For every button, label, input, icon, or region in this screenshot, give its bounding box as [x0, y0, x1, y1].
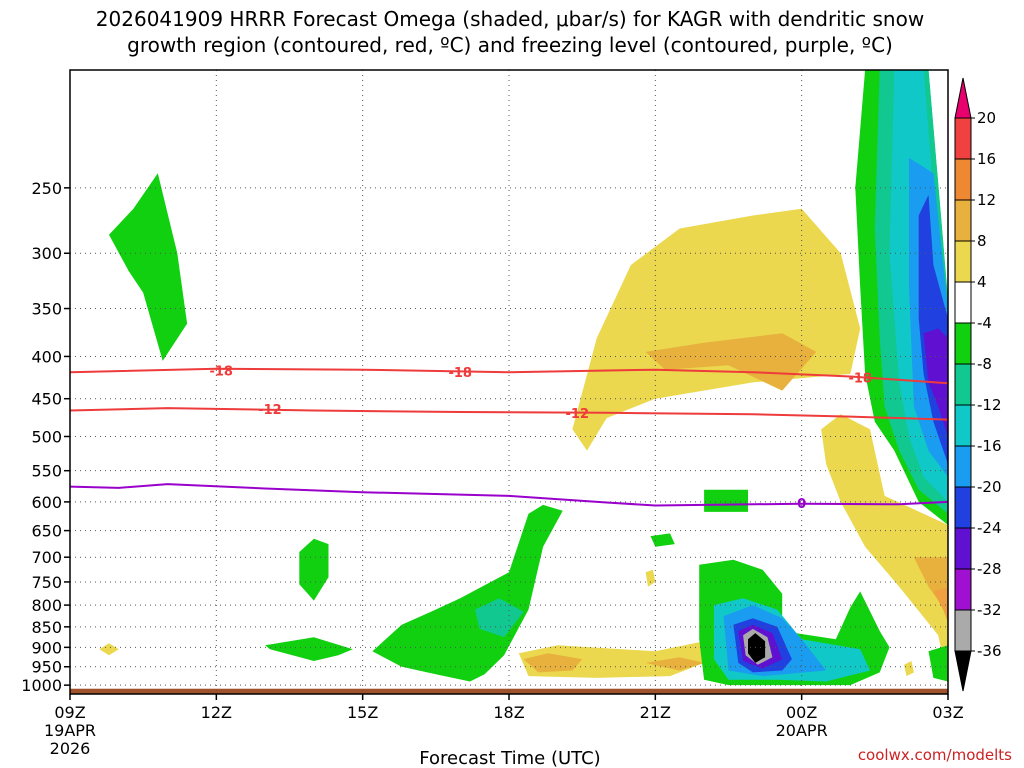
omega-region-14	[704, 489, 748, 512]
x-tick-date: 19APR	[44, 721, 96, 740]
colorbar-swatch	[954, 281, 972, 324]
colorbar-swatch	[954, 568, 972, 611]
chart-title-line2: growth region (contoured, red, ºC) and f…	[127, 33, 893, 57]
colorbar-swatch	[954, 240, 972, 283]
omega-region-0	[572, 208, 861, 451]
ground-layer	[70, 688, 948, 694]
colorbar-label: -4	[977, 314, 992, 332]
y-tick-label: 650	[31, 522, 62, 541]
y-tick-label: 750	[31, 573, 62, 592]
x-tick-label: 21Z	[640, 703, 671, 722]
y-tick-label: 900	[31, 638, 62, 657]
omega-region-7	[645, 657, 705, 671]
x-tick-label: 09Z	[54, 703, 85, 722]
y-tick-label: 550	[31, 462, 62, 481]
contour-label: -18	[209, 365, 233, 380]
x-tick-date: 20APR	[776, 721, 828, 740]
y-tick-label: 800	[31, 596, 62, 615]
colorbar-swatch	[954, 199, 972, 242]
contour-lines	[69, 367, 949, 507]
contour-label: -18	[448, 366, 472, 381]
y-tick-label: 500	[31, 427, 62, 446]
omega-region-29	[645, 569, 656, 587]
omega-region-6	[523, 653, 583, 673]
colorbar-label: -20	[977, 478, 1002, 496]
omega-region-28	[928, 645, 948, 682]
colorbar-bottom-arrow	[954, 650, 972, 692]
y-tick-label: 700	[31, 548, 62, 567]
y-tick-label: 300	[31, 244, 62, 263]
colorbar-swatch	[954, 486, 972, 529]
omega-region-12	[474, 598, 524, 638]
colorbar-label: 16	[977, 150, 996, 168]
y-tick-label: 250	[31, 179, 62, 198]
colorbar-label: -32	[977, 601, 1002, 619]
colorbar-swatch	[954, 322, 972, 365]
contour-line--12	[69, 407, 949, 421]
contour-line--18	[69, 367, 949, 385]
x-tick-label: 12Z	[201, 703, 232, 722]
contour-labels: -18 -18 -18 -12 -12 0	[209, 365, 872, 513]
contour-line-0	[69, 483, 949, 507]
x-tick-label: 18Z	[493, 703, 524, 722]
omega-region-8	[109, 173, 188, 361]
x-tick-label: 15Z	[347, 703, 378, 722]
colorbar-label: 8	[977, 232, 987, 250]
y-tick-label: 400	[31, 347, 62, 366]
colorbar-swatch	[954, 404, 972, 447]
y-tick-label: 850	[31, 618, 62, 637]
colorbar-swatch	[954, 363, 972, 406]
y-tick-label: 1000	[21, 676, 62, 695]
y-tick-label: 450	[31, 390, 62, 409]
omega-region-9	[299, 538, 329, 601]
y-axis-ticks: 2503003504004505005506006507007508008509…	[21, 179, 70, 695]
colorbar-swatch	[954, 527, 972, 570]
y-tick-label: 600	[31, 493, 62, 512]
omega-region-30	[99, 643, 119, 656]
colorbar-label: -24	[977, 519, 1002, 537]
grid-lines	[70, 70, 948, 694]
contour-label: -12	[258, 403, 282, 418]
colorbar-swatch	[954, 609, 972, 652]
colorbar: 20 16 12 8 4 -4 -8 -12 -16 -20 -24 -28 -32 -36	[954, 77, 1002, 692]
omega-region-31	[904, 661, 914, 677]
omega-region-21	[748, 633, 766, 663]
colorbar-swatch	[954, 158, 972, 201]
contour-label: -18	[848, 371, 872, 386]
colorbar-label: -36	[977, 642, 1002, 660]
colorbar-label: 12	[977, 191, 996, 209]
ground-bar	[70, 688, 948, 694]
x-tick-label: 03Z	[932, 703, 963, 722]
colorbar-label: -28	[977, 560, 1002, 578]
colorbar-label: -16	[977, 437, 1002, 455]
colorbar-label: 20	[977, 109, 996, 127]
omega-region-10	[265, 637, 353, 661]
contour-label: -12	[566, 407, 590, 422]
colorbar-label: -12	[977, 396, 1002, 414]
credit-link[interactable]: coolwx.com/modelts	[858, 746, 1012, 764]
colorbar-label: 4	[977, 273, 987, 291]
omega-region-13	[650, 533, 675, 547]
omega-region-2	[821, 414, 948, 682]
colorbar-swatch	[954, 445, 972, 488]
y-tick-label: 950	[31, 658, 62, 677]
chart-title-line1: 2026041909 HRRR Forecast Omega (shaded, …	[96, 7, 924, 31]
contour-label: 0	[797, 497, 806, 512]
colorbar-top-arrow	[954, 77, 972, 119]
y-tick-label: 350	[31, 300, 62, 319]
omega-region-11	[372, 504, 563, 682]
colorbar-label: -8	[977, 355, 992, 373]
colorbar-swatch	[954, 117, 972, 160]
x-tick-label: 00Z	[786, 703, 817, 722]
omega-region-1	[645, 333, 817, 391]
x-axis-label: Forecast Time (UTC)	[419, 748, 600, 768]
x-tick-year: 2026	[50, 739, 91, 758]
